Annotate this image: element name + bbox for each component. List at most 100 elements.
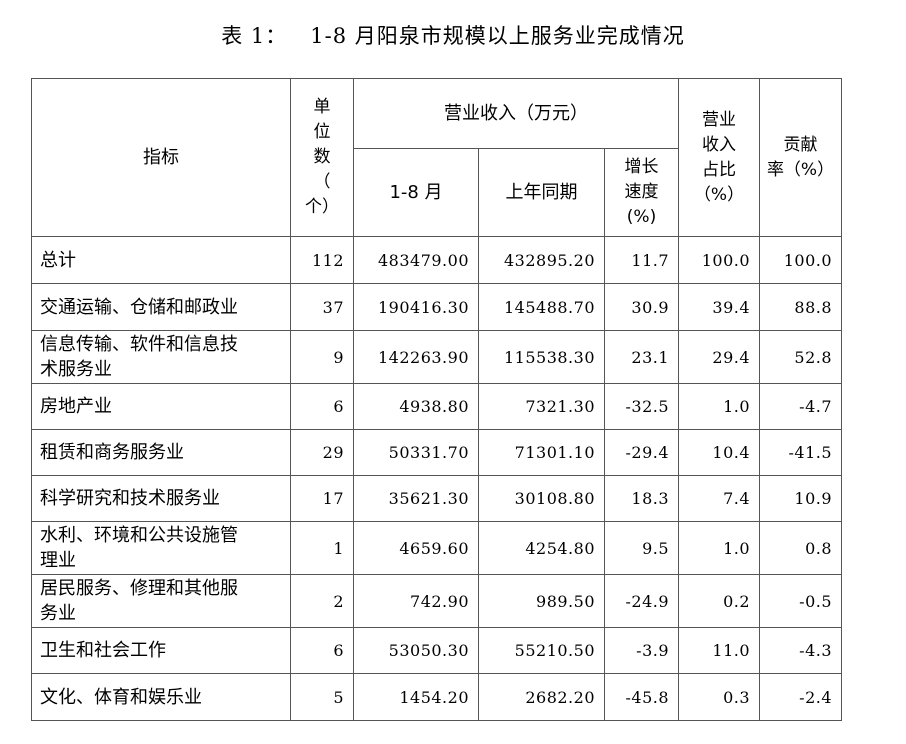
cell-growth: 18.3 <box>603 475 680 522</box>
table-row: 交通运输、仓储和邮政业 37 190416.30 145488.70 30.9 39.4 8… <box>31 283 843 331</box>
cell-growth: 11.7 <box>603 236 680 284</box>
cell-prior: 30108.80 <box>478 475 605 522</box>
data-table: 指标 单 位 数 （ 个） 营业收入（万元） 营业 收入 占比 （%） 贡献 率… <box>31 78 843 721</box>
row-indicator-name: 科学研究和技术服务业 <box>31 475 291 522</box>
cell-share: 11.0 <box>678 627 761 674</box>
cell-growth: 23.1 <box>603 330 680 384</box>
header-share-line: 占比 <box>702 159 737 180</box>
cell-share: 10.4 <box>678 429 761 476</box>
cell-share: 0.2 <box>678 574 761 628</box>
cell-prior: 2682.20 <box>478 673 605 721</box>
row-indicator-name: 文化、体育和娱乐业 <box>31 673 291 721</box>
cell-growth: 9.5 <box>603 521 680 575</box>
row-indicator-name-line: 卫生和社会工作 <box>40 640 166 661</box>
header-period: 1-8 月 <box>353 148 479 237</box>
cell-contribution: 100.0 <box>759 236 843 284</box>
cell-revenue: 190416.30 <box>353 283 479 331</box>
cell-share: 1.0 <box>678 521 761 575</box>
header-prior-period: 上年同期 <box>478 148 605 237</box>
cell-share: 1.0 <box>678 383 761 430</box>
header-units-line: 数 <box>313 147 331 167</box>
row-indicator-name: 房地产业 <box>31 383 291 430</box>
cell-growth: -24.9 <box>603 574 680 628</box>
row-indicator-name: 总计 <box>31 236 291 284</box>
cell-contribution: -41.5 <box>759 429 843 476</box>
cell-revenue: 53050.30 <box>353 627 479 674</box>
cell-revenue: 483479.00 <box>353 236 479 284</box>
header-contribution-line: 贡献 <box>783 134 818 155</box>
table-row: 科学研究和技术服务业 17 35621.30 30108.80 18.3 7.4 10.9 <box>31 475 843 522</box>
cell-share: 29.4 <box>678 330 761 384</box>
header-contribution-line: 率（%） <box>766 159 835 180</box>
cell-contribution: -2.4 <box>759 673 843 721</box>
row-indicator-name-line: 水利、环境和公共设施管 <box>40 525 238 546</box>
cell-revenue: 1454.20 <box>353 673 479 721</box>
table-row: 卫生和社会工作 6 53050.30 55210.50 -3.9 11.0 -4.3 <box>31 627 843 674</box>
cell-growth: -32.5 <box>603 383 680 430</box>
table-row: 文化、体育和娱乐业 5 1454.20 2682.20 -45.8 0.3 -2.4 <box>31 673 843 721</box>
cell-prior: 145488.70 <box>478 283 605 331</box>
header-share-line: 营业 <box>702 109 737 130</box>
row-indicator-name: 卫生和社会工作 <box>31 627 291 674</box>
row-indicator-name-line: 文化、体育和娱乐业 <box>40 686 202 708</box>
row-indicator-name-line: 租赁和商务服务业 <box>40 442 184 463</box>
cell-units: 37 <box>290 283 354 331</box>
cell-revenue: 4938.80 <box>353 383 479 430</box>
cell-revenue: 50331.70 <box>353 429 479 476</box>
table-row: 总计 112 483479.00 432895.20 11.7 100.0 100.0 <box>31 236 843 284</box>
cell-prior: 989.50 <box>478 574 605 628</box>
table-body: 总计 112 483479.00 432895.20 11.7 100.0 100.0 交通运… <box>31 236 843 721</box>
header-share-line: （%） <box>693 184 745 205</box>
row-indicator-name: 水利、环境和公共设施管 理业 <box>31 521 291 575</box>
row-indicator-name-line: 科学研究和技术服务业 <box>40 488 220 509</box>
row-indicator-name-line: 总计 <box>40 249 76 271</box>
cell-revenue: 742.90 <box>353 574 479 628</box>
cell-prior: 115538.30 <box>478 330 605 384</box>
cell-units: 6 <box>290 627 354 674</box>
cell-prior: 7321.30 <box>478 383 605 430</box>
table-row: 租赁和商务服务业 29 50331.70 71301.10 -29.4 10.4 -41.5 <box>31 429 843 476</box>
header-units-line: 单 <box>313 97 331 117</box>
cell-units: 112 <box>290 236 354 284</box>
row-indicator-name-line: 交通运输、仓储和邮政业 <box>40 296 238 318</box>
cell-units: 5 <box>290 673 354 721</box>
cell-units: 17 <box>290 475 354 522</box>
cell-share: 0.3 <box>678 673 761 721</box>
cell-contribution: 52.8 <box>759 330 843 384</box>
row-indicator-name: 信息传输、软件和信息技 术服务业 <box>31 330 291 384</box>
cell-prior: 432895.20 <box>478 236 605 284</box>
row-indicator-name-line: 务业 <box>40 603 76 624</box>
row-indicator-name-line: 术服务业 <box>40 359 112 380</box>
header-contribution: 贡献 率（%） <box>759 78 843 237</box>
cell-contribution: -0.5 <box>759 574 843 628</box>
cell-contribution: -4.7 <box>759 383 843 430</box>
cell-growth: -45.8 <box>603 673 680 721</box>
row-indicator-name-line: 理业 <box>40 550 76 571</box>
cell-share: 100.0 <box>678 236 761 284</box>
cell-units: 9 <box>290 330 354 384</box>
row-indicator-name-line: 房地产业 <box>40 396 112 417</box>
row-indicator-name-line: 信息传输、软件和信息技 <box>40 334 238 355</box>
header-units: 单 位 数 （ 个） <box>290 78 354 237</box>
cell-prior: 71301.10 <box>478 429 605 476</box>
cell-contribution: 0.8 <box>759 521 843 575</box>
row-indicator-name-line: 居民服务、修理和其他服 <box>40 578 238 599</box>
row-indicator-name: 交通运输、仓储和邮政业 <box>31 283 291 331</box>
cell-revenue: 35621.30 <box>353 475 479 522</box>
table-row: 房地产业 6 4938.80 7321.30 -32.5 1.0 -4.7 <box>31 383 843 430</box>
cell-contribution: -4.3 <box>759 627 843 674</box>
header-growth-line: (%) <box>626 207 657 227</box>
table-header: 指标 单 位 数 （ 个） 营业收入（万元） 营业 收入 占比 （%） 贡献 率… <box>31 78 843 237</box>
row-indicator-name: 租赁和商务服务业 <box>31 429 291 476</box>
table-row: 居民服务、修理和其他服 务业 2 742.90 989.50 -24.9 0.2 -0.5 <box>31 574 843 628</box>
cell-revenue: 142263.90 <box>353 330 479 384</box>
cell-growth: 30.9 <box>603 283 680 331</box>
cell-growth: -29.4 <box>603 429 680 476</box>
header-units-line: （ <box>313 172 331 192</box>
cell-contribution: 88.8 <box>759 283 843 331</box>
header-revenue-group: 营业收入（万元） <box>352 78 680 149</box>
header-units-line: 个） <box>305 197 339 217</box>
header-growth: 增长 速度 (%) <box>603 148 680 237</box>
header-units-line: 位 <box>313 122 331 142</box>
table-row: 水利、环境和公共设施管 理业 1 4659.60 4254.80 9.5 1.0 0.8 <box>31 521 843 575</box>
